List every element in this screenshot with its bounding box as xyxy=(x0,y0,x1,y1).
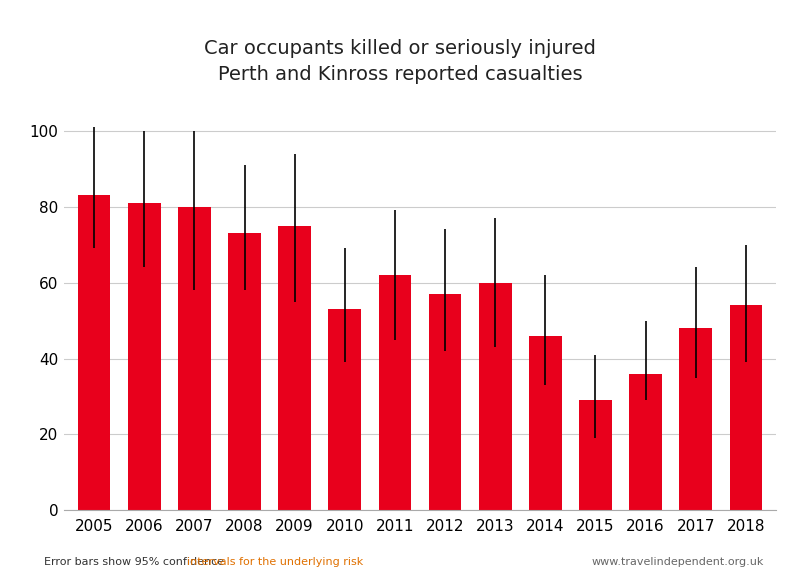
Bar xyxy=(228,233,261,510)
Bar xyxy=(429,294,462,510)
Text: www.travelindependent.org.uk: www.travelindependent.org.uk xyxy=(592,557,764,567)
Bar xyxy=(529,336,562,510)
Bar xyxy=(78,195,110,510)
Text: Car occupants killed or seriously injured: Car occupants killed or seriously injure… xyxy=(204,39,596,58)
Text: Perth and Kinross reported casualties: Perth and Kinross reported casualties xyxy=(218,65,582,84)
Bar xyxy=(378,275,411,510)
Bar xyxy=(630,374,662,510)
Bar xyxy=(178,206,210,510)
Bar xyxy=(329,309,361,510)
Bar xyxy=(128,203,161,510)
Bar xyxy=(278,226,311,510)
Text: intervals for the underlying risk: intervals for the underlying risk xyxy=(186,557,363,567)
Bar xyxy=(730,306,762,510)
Text: Error bars show 95% confidence: Error bars show 95% confidence xyxy=(44,557,228,567)
Bar xyxy=(679,328,712,510)
Bar xyxy=(479,282,511,510)
Bar xyxy=(579,400,612,510)
